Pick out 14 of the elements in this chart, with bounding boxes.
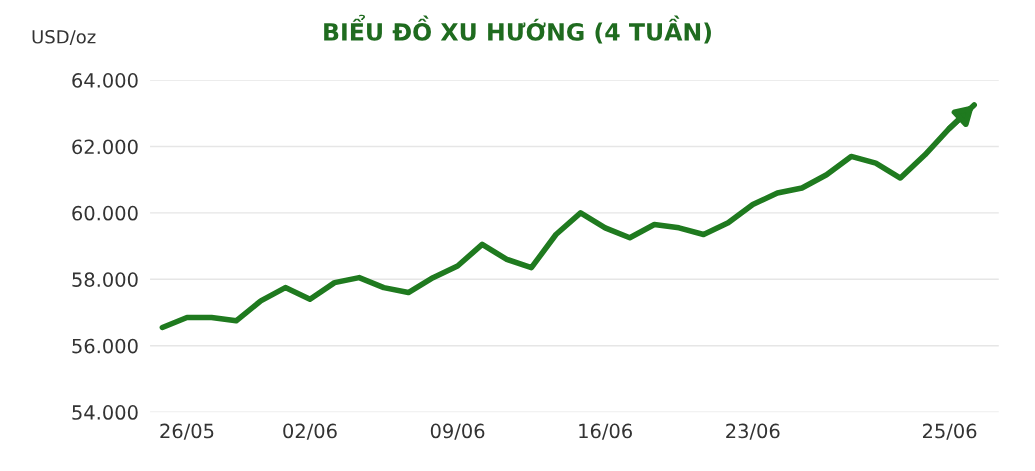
- x-tick-label: 09/06: [430, 423, 485, 440]
- y-axis-title: USD/oz: [32, 29, 96, 46]
- x-tick-label: 02/06: [283, 423, 337, 440]
- y-tick-label: 56.000: [72, 338, 138, 354]
- y-tick-label: 58.000: [72, 272, 138, 287]
- y-tick-label: 54.000: [72, 405, 138, 420]
- x-tick-label: 25/06: [922, 423, 977, 440]
- x-tick-label: 16/06: [579, 423, 632, 440]
- y-tick-label: 64.000: [72, 73, 138, 88]
- x-tick-label: 26/05: [160, 423, 214, 440]
- x-tick-label: 23/06: [726, 423, 780, 440]
- y-tick-label: 60.000: [72, 205, 138, 221]
- chart-title: BIỂU ĐỒ XU HƯỚNG (4 TUẦN): [324, 14, 711, 44]
- y-tick-label: 62.000: [72, 139, 138, 155]
